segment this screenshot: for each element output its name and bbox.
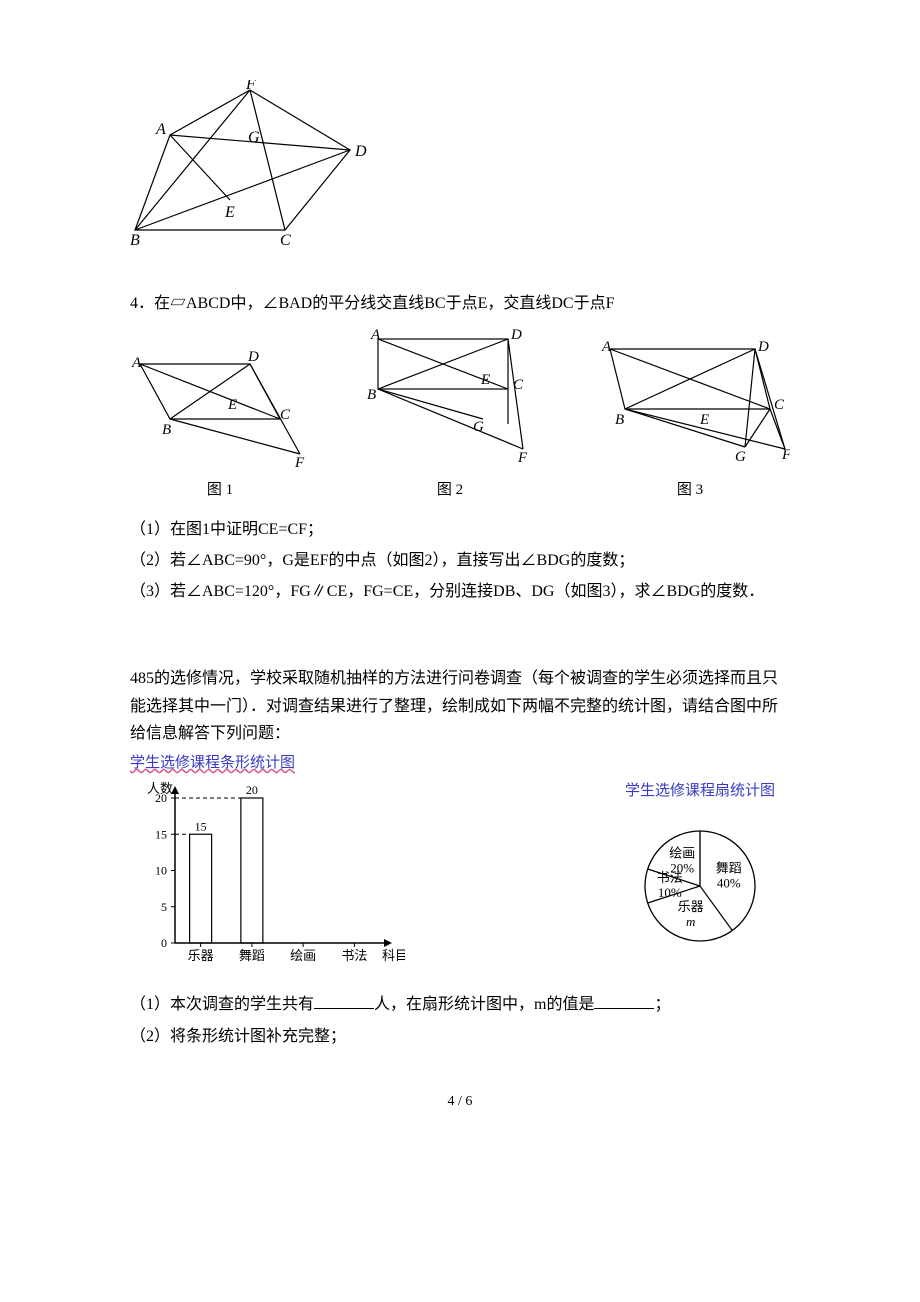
- q5-sub1-end: ；: [654, 996, 670, 1013]
- charts-row: 人数0510152015乐器20舞蹈绘画书法科目 学生选修课程扇统计图 舞蹈40…: [130, 778, 790, 987]
- svg-text:0: 0: [161, 936, 167, 950]
- f1-B: B: [162, 422, 171, 438]
- svg-text:舞蹈: 舞蹈: [239, 948, 265, 963]
- blank-2: [594, 993, 654, 1009]
- f2-F: F: [517, 450, 528, 466]
- svg-text:乐器: 乐器: [188, 948, 214, 963]
- f1-F: F: [294, 455, 305, 469]
- q4-sub3: （3）若∠ABC=120°，FG∥CE，FG=CE，分别连接DB、DG（如图3）…: [130, 578, 790, 605]
- f1-A: A: [131, 355, 142, 371]
- bar-chart-title: 学生选修课程条形统计图: [130, 754, 295, 771]
- q4-fig1: A D B C E F 图 1: [130, 349, 310, 504]
- pie-chart: 学生选修课程扇统计图 舞蹈40%乐器m书法10%绘画20%: [610, 778, 790, 973]
- f2-E: E: [480, 372, 490, 388]
- f1-C: C: [280, 407, 291, 423]
- q4-figures: A D B C E F 图 1: [130, 329, 790, 504]
- f3-D: D: [757, 339, 769, 355]
- f3-C: C: [774, 397, 785, 413]
- svg-text:20: 20: [155, 791, 167, 805]
- lbl-D: D: [354, 143, 367, 160]
- lbl-E: E: [224, 204, 235, 221]
- caption-3: 图 3: [590, 478, 790, 504]
- svg-text:5: 5: [161, 900, 167, 914]
- f1-E: E: [227, 397, 237, 413]
- f2-G: G: [473, 419, 484, 435]
- svg-text:20%: 20%: [670, 860, 694, 875]
- f3-F: F: [781, 447, 790, 463]
- svg-text:舞蹈: 舞蹈: [716, 860, 742, 875]
- pie-chart-svg: 舞蹈40%乐器m书法10%绘画20%: [610, 804, 790, 964]
- svg-text:20: 20: [246, 783, 258, 797]
- q4-stem: 4．在▱ABCD中，∠BAD的平分线交直线BC于点E，交直线DC于点F: [130, 290, 790, 317]
- f3-E: E: [699, 412, 709, 428]
- f3-G: G: [735, 449, 746, 465]
- q4-fig2: A D B C E G F 图 2: [363, 329, 538, 504]
- q5-sub2: （2）将条形统计图补充完整；: [130, 1023, 790, 1050]
- caption-1: 图 1: [130, 478, 310, 504]
- svg-text:m: m: [686, 913, 695, 928]
- page-footer: 4 / 6: [130, 1090, 790, 1114]
- bar-chart-svg: 人数0510152015乐器20舞蹈绘画书法科目: [130, 778, 405, 978]
- q4-fig3: A D B C E G F 图 3: [590, 339, 790, 504]
- svg-text:书法: 书法: [341, 948, 367, 963]
- svg-text:10: 10: [155, 864, 167, 878]
- lbl-B: B: [130, 232, 140, 249]
- svg-text:15: 15: [155, 827, 167, 841]
- f2-C: C: [513, 377, 524, 393]
- svg-text:绘画: 绘画: [669, 845, 695, 860]
- q5-para: 485的选修情况，学校采取随机抽样的方法进行问卷调查（每个被调查的学生必须选择而…: [130, 665, 790, 747]
- svg-text:科目: 科目: [382, 948, 405, 963]
- q5-sub1-mid: 人，在扇形统计图中，m的值是: [374, 996, 594, 1013]
- lbl-C: C: [280, 232, 291, 249]
- q4-sub1: （1）在图1中证明CE=CF；: [130, 516, 790, 543]
- lbl-F: F: [245, 80, 256, 93]
- svg-text:绘画: 绘画: [290, 948, 316, 963]
- spacer: [130, 605, 790, 665]
- q5-sub1: （1）本次调查的学生共有 人，在扇形统计图中，m的值是 ；: [130, 991, 790, 1018]
- lbl-G: G: [248, 129, 260, 146]
- svg-text:40%: 40%: [717, 875, 741, 890]
- blank-1: [314, 993, 374, 1009]
- svg-text:10%: 10%: [658, 885, 682, 900]
- f3-A: A: [601, 339, 612, 355]
- f3-B: B: [615, 412, 624, 428]
- q4-sub2: （2）若∠ABC=90°，G是EF的中点（如图2），直接写出∠BDG的度数；: [130, 547, 790, 574]
- caption-2: 图 2: [363, 478, 538, 504]
- f2-B: B: [367, 387, 376, 403]
- q5-sub1-pre: （1）本次调查的学生共有: [130, 996, 314, 1013]
- pie-chart-title: 学生选修课程扇统计图: [610, 778, 790, 804]
- f1-D: D: [247, 349, 259, 365]
- svg-text:乐器: 乐器: [678, 898, 704, 913]
- f2-D: D: [510, 329, 522, 343]
- lbl-A: A: [155, 121, 166, 138]
- figure-top: A B C D E F G: [130, 80, 790, 250]
- figure-top-svg: A B C D E F G: [130, 80, 370, 250]
- svg-text:15: 15: [195, 819, 207, 833]
- f2-A: A: [370, 329, 381, 343]
- bar-chart: 人数0510152015乐器20舞蹈绘画书法科目: [130, 778, 405, 987]
